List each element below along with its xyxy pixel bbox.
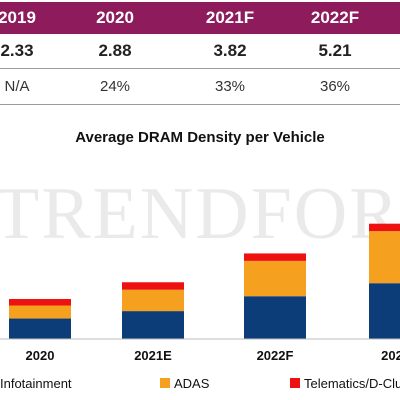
table-rule-2 (0, 104, 400, 105)
header-year-2020: 2020 (80, 2, 150, 34)
value-2022f: 5.21 (300, 34, 370, 68)
growth-2021f-text: 33% (214, 77, 246, 95)
bar-2020-adas (9, 305, 71, 319)
watermark-logo: TRENDFORCE (0, 173, 400, 255)
growth-2022f: 36% (300, 68, 370, 104)
growth-2021f: 33% (195, 68, 265, 104)
legend-label-adas: ADAS (174, 376, 210, 391)
value-2022f-text: 5.21 (318, 41, 352, 60)
bar-2023f-telematics-d-clu (369, 223, 400, 232)
value-2021f-text: 3.82 (213, 41, 247, 60)
growth-2022f-text: 36% (319, 77, 351, 95)
legend-swatch-telematics-d-clu (290, 378, 300, 388)
table-rule-1 (0, 68, 400, 69)
bar-2020-telematics-d-clu (9, 299, 71, 306)
table-header-row: 2019 2020 2021F 2022F (0, 2, 400, 34)
x-label-2020: 2020 (26, 348, 55, 363)
x-label-2021e: 2021E (134, 348, 172, 363)
value-2020: 2.88 (80, 34, 150, 68)
chart-title: Average DRAM Density per Vehicle (75, 129, 325, 146)
header-year-2019-text: 2019 (0, 8, 36, 27)
bar-2021e-infotainment (122, 311, 184, 339)
header-year-2022f: 2022F (295, 2, 375, 34)
x-label-202: 202 (381, 348, 400, 363)
bar-2023f-infotainment (369, 283, 400, 339)
table-value-row: 2.33 2.88 3.82 5.21 (0, 34, 400, 68)
legend-label-telematics-d-clu: Telematics/D-Clu (304, 376, 400, 391)
table-header-bg (0, 2, 400, 34)
legend-label-infotainment: Infotainment (0, 376, 72, 391)
header-year-2022f-text: 2022F (310, 8, 360, 27)
bar-2021e-adas (122, 289, 184, 312)
growth-2020: 24% (80, 68, 150, 104)
growth-2019: N/A (0, 68, 52, 104)
bar-2022f-adas (244, 260, 306, 297)
bar-group (9, 223, 400, 339)
growth-2019-text: N/A (4, 77, 30, 95)
header-year-2021f: 2021F (190, 2, 270, 34)
value-2019: 2.33 (0, 34, 52, 68)
bar-2023f-adas (369, 231, 400, 284)
legend-swatch-adas (160, 378, 170, 388)
value-2019-text: 2.33 (0, 41, 34, 60)
bar-2021e-telematics-d-clu (122, 282, 184, 290)
value-2021f: 3.82 (195, 34, 265, 68)
value-2020-text: 2.88 (98, 41, 132, 60)
growth-2020-text: 24% (99, 77, 131, 95)
legend: Infotainment ADAS Telematics/D-Clu (0, 376, 400, 391)
bar-2020-infotainment (9, 318, 71, 339)
x-axis-labels: 2020 2021E 2022F 202 (26, 348, 400, 363)
x-label-2022f: 2022F (257, 348, 294, 363)
header-year-2019: 2019 (0, 2, 52, 34)
table-growth-row: N/A 24% 33% 36% (0, 68, 400, 104)
bar-2022f-telematics-d-clu (244, 253, 306, 261)
header-year-2020-text: 2020 (96, 8, 134, 27)
bar-2022f-infotainment (244, 296, 306, 339)
header-year-2021f-text: 2021F (205, 8, 255, 27)
